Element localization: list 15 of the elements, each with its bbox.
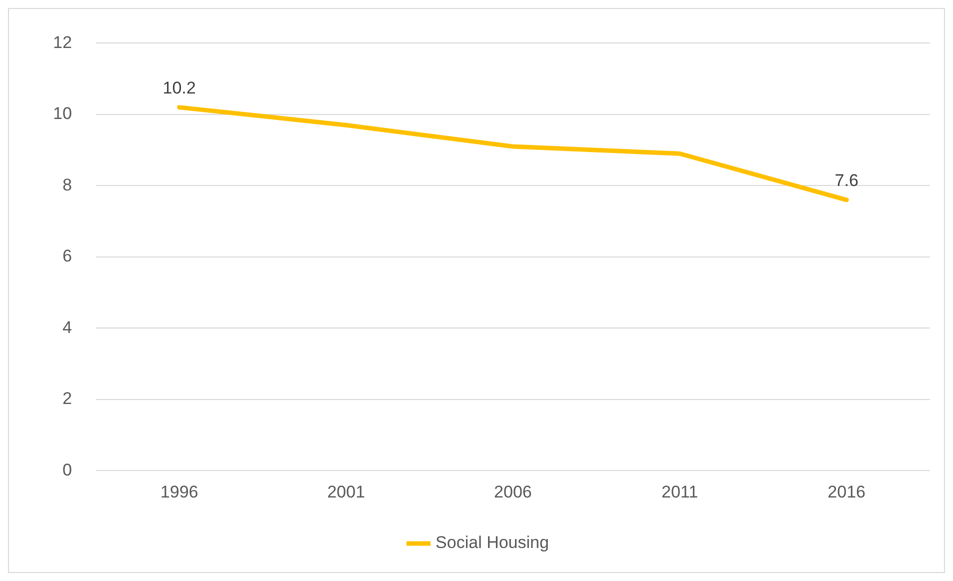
x-tick-label: 2001: [327, 482, 366, 502]
x-tick-label: 2006: [494, 482, 532, 502]
y-tick-label: 2: [62, 389, 72, 408]
y-tick-label: 6: [62, 246, 72, 266]
y-tick-label: 8: [62, 175, 72, 194]
y-tick-label: 0: [62, 460, 72, 480]
y-tick-label: 10: [52, 104, 72, 124]
y-tick-label: 4: [62, 318, 72, 337]
legend-label: Social Housing: [436, 533, 549, 552]
x-tick-label: 1996: [160, 482, 198, 502]
data-label: 7.6: [834, 171, 858, 190]
x-tick-label: 2011: [661, 482, 698, 502]
data-label: 10.2: [162, 78, 196, 98]
x-tick-label: 2016: [828, 482, 866, 502]
y-tick-label: 12: [52, 32, 72, 52]
